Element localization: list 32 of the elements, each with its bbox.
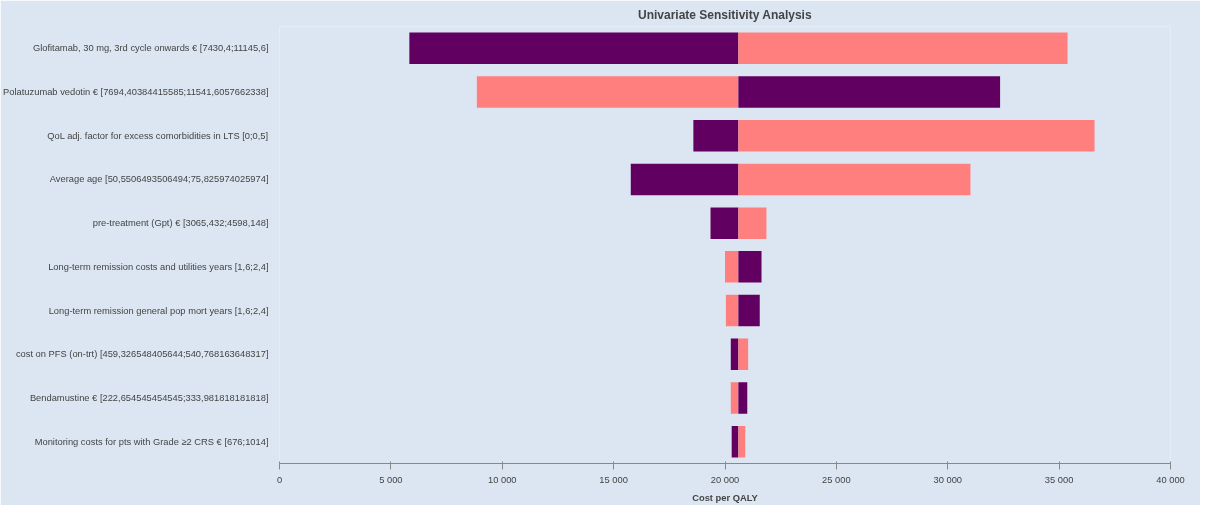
- y-tick-label: Bendamustine € [222,654545454545;333,981818181818]: [29, 392, 269, 403]
- bar: [738, 32, 1068, 65]
- bar: [693, 120, 739, 152]
- y-tick-label: Polatuzumab vedotin € [7694,40384415585;11541,6057662338]: [3, 87, 269, 98]
- x-tick-label: 40 000: [1156, 474, 1185, 485]
- y-tick-label: cost on PFS (on-trt) [459,326548405644;540,768163648317]: [15, 349, 269, 360]
- y-tick-label: pre-treatment (Gpt) € [3065,432;4598,148]: [92, 218, 269, 229]
- y-tick-label: QoL adj. factor for excess comorbidities in LTS [0;0,5]: [47, 130, 269, 141]
- y-tick-label: Long-term remission costs and utilities years [1,6;2,4]: [48, 261, 269, 272]
- bar: [738, 120, 1095, 152]
- bar: [730, 338, 739, 370]
- x-tick-label: 15 000: [599, 474, 628, 485]
- chart-title: Univariate Sensitivity Analysis: [637, 7, 812, 22]
- bar: [738, 338, 749, 370]
- bar: [738, 207, 767, 239]
- x-tick-label: 35 000: [1044, 474, 1074, 485]
- x-tick-label: 5 000: [379, 474, 403, 485]
- y-tick-label: Monitoring costs for pts with Grade ≥2 CRS € [676;1014]: [34, 436, 269, 447]
- y-tick-label: Long-term remission general pop mort years [1,6;2,4]: [48, 305, 269, 316]
- y-tick-label: Glofitamab, 30 mg, 3rd cycle onwards € [7430,4;11145,6]: [32, 43, 269, 54]
- y-tick-label: Average age [50,5506493506494;75,825974025974]: [49, 174, 269, 185]
- x-tick-label: 25 000: [822, 474, 851, 485]
- x-tick-label: 0: [276, 474, 283, 485]
- x-tick-label: 30 000: [933, 474, 963, 485]
- x-axis-title: Cost per QALY: [692, 492, 759, 503]
- x-tick-label: 20 000: [710, 474, 740, 485]
- bar: [710, 207, 739, 239]
- bar: [409, 32, 739, 65]
- x-tick-label: 10 000: [487, 474, 517, 485]
- bar: [738, 163, 971, 196]
- bar: [738, 425, 746, 458]
- bar: [630, 163, 739, 196]
